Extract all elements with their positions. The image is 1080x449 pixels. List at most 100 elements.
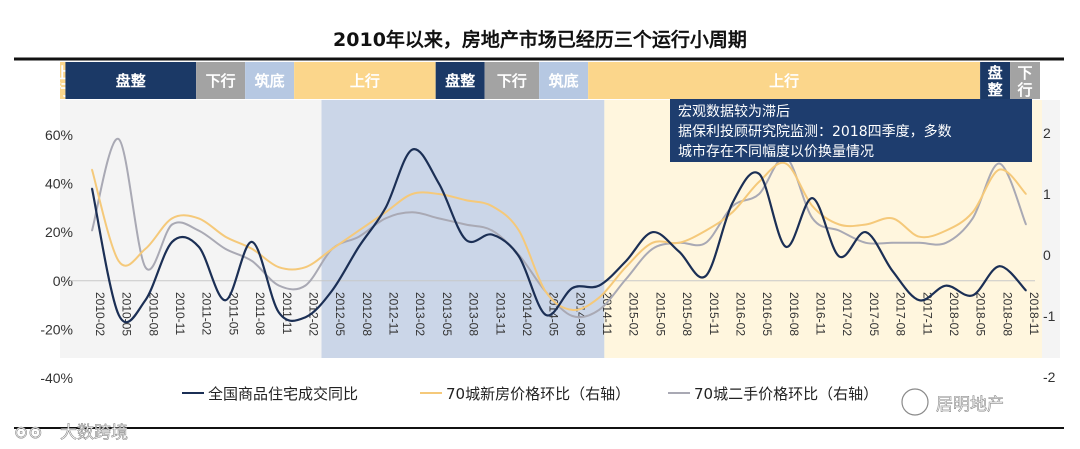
series-2-point-35 [1025, 223, 1027, 226]
series-2-point-1 [117, 138, 120, 140]
series-2-point-15 [491, 229, 494, 232]
series-2-point-23 [704, 242, 707, 244]
series-0-point-20 [624, 260, 627, 263]
x-tick-12: 2013-02 [413, 292, 427, 336]
phase-label-4: 上行 [350, 72, 380, 90]
series-1-point-16 [518, 229, 520, 232]
series-1-point-25 [758, 181, 760, 183]
x-tick-22: 2015-08 [680, 292, 694, 336]
series-0-point-28 [838, 255, 840, 258]
series-0-point-34 [998, 265, 1001, 268]
series-0-point-24 [731, 202, 734, 204]
wechat-icon [901, 388, 929, 416]
x-tick-35: 2018-11 [1027, 292, 1041, 335]
series-1-point-3 [171, 217, 173, 220]
series-1-point-22 [678, 242, 680, 244]
phase-label-9: 盘整 [988, 64, 1003, 99]
annotation-line-2: 据保利投顾研究院监测：2018四季度，多数 [678, 123, 952, 140]
x-tick-8: 2012-02 [306, 292, 320, 336]
phase-block-5 [435, 62, 485, 99]
left-tick-3: 0% [53, 273, 73, 289]
left-tick-2: 20% [45, 224, 73, 240]
series-1-point-30 [891, 217, 894, 220]
series-1-point-17 [544, 290, 547, 293]
series-1-point-11 [384, 211, 387, 214]
series-0-point-12 [411, 148, 414, 151]
x-tick-0: 2010-02 [93, 292, 107, 336]
left-tick-1: 40% [45, 176, 73, 192]
series-0-point-17 [544, 314, 547, 316]
watermark-icon: ⊙⊙ [14, 423, 43, 443]
series-2-point-32 [945, 242, 947, 244]
series-2-point-0 [91, 229, 93, 232]
x-tick-18: 2014-08 [573, 292, 587, 336]
series-0-point-18 [571, 287, 574, 289]
series-2-point-4 [197, 229, 200, 232]
right-tick-0: 2 [1043, 125, 1051, 141]
legend: 全国商品住宅成交同比 70城新房价格环比（右轴） 70城二手价格环比（右轴） [182, 385, 878, 403]
x-tick-16: 2014-02 [520, 292, 534, 336]
series-2-point-21 [651, 248, 654, 250]
x-tick-34: 2018-08 [1000, 292, 1014, 336]
series-0-point-19 [598, 284, 600, 287]
series-0-point-0 [91, 187, 93, 190]
annotation-line-3: 城市存在不同幅度以价换量情况 [678, 143, 874, 160]
phase-block-0 [60, 62, 66, 99]
phase-label-6: 下行 [497, 72, 527, 90]
series-1-point-7 [278, 266, 280, 269]
phase-label-5: 盘整 [445, 72, 475, 90]
annotation-box: 宏观数据较为滞后 据保利投顾研究院监测：2018四季度，多数 城市存在不同幅度以… [670, 99, 1032, 162]
phase-block-10 [1010, 62, 1040, 99]
series-2-point-28 [838, 229, 840, 232]
watermark-text-right: 居明地产 [936, 395, 1004, 415]
x-tick-24: 2016-02 [733, 292, 747, 336]
x-tick-6: 2011-08 [253, 292, 267, 335]
series-0-point-22 [678, 250, 680, 253]
series-2-point-6 [251, 260, 253, 262]
series-1-point-24 [731, 211, 734, 214]
series-1-point-2 [144, 248, 147, 250]
right-tick-2: 0 [1043, 247, 1051, 263]
series-2-point-33 [971, 217, 974, 220]
x-tick-3: 2010-11 [173, 292, 187, 335]
series-0-point-27 [811, 197, 814, 199]
series-1-point-35 [1025, 193, 1027, 195]
series-2-point-19 [598, 309, 600, 311]
series-2-point-3 [171, 223, 173, 226]
x-tick-23: 2015-11 [707, 292, 721, 335]
series-2-point-34 [998, 162, 1001, 165]
series-0-point-13 [438, 182, 440, 185]
series-0-point-3 [171, 241, 173, 243]
series-2-point-14 [464, 223, 467, 226]
phase-label-10: 下行 [1017, 64, 1033, 99]
right-tick-1: 1 [1043, 186, 1051, 202]
watermark-text-left: 大数跨境 [60, 423, 128, 443]
series-2-point-7 [278, 284, 280, 287]
series-0-point-4 [197, 245, 200, 248]
series-1-point-5 [224, 235, 227, 238]
x-tick-32: 2018-02 [947, 292, 961, 336]
series-0-point-23 [704, 275, 707, 277]
series-1-point-26 [785, 162, 787, 165]
phase-label-8: 上行 [769, 72, 799, 90]
left-tick-5: -40% [40, 370, 73, 386]
x-tick-30: 2017-08 [894, 292, 908, 336]
series-0-point-8 [304, 316, 307, 319]
series-0-point-14 [464, 238, 467, 241]
series-0-point-29 [865, 231, 867, 233]
series-1-point-34 [998, 168, 1001, 171]
x-tick-5: 2011-05 [226, 292, 240, 335]
series-2-point-25 [758, 193, 760, 195]
phase-block-1 [65, 62, 197, 99]
series-1-point-15 [491, 205, 494, 207]
x-tick-15: 2013-11 [493, 292, 507, 335]
series-2-point-29 [865, 242, 867, 244]
series-2-point-5 [224, 248, 227, 250]
x-tick-11: 2012-11 [387, 292, 401, 335]
series-0-point-21 [651, 231, 654, 233]
series-1-point-1 [117, 260, 120, 262]
phase-label-3: 筑底 [254, 72, 285, 90]
x-tick-10: 2012-08 [360, 292, 374, 336]
series-2-point-30 [891, 242, 894, 244]
x-tick-27: 2016-11 [814, 292, 828, 335]
